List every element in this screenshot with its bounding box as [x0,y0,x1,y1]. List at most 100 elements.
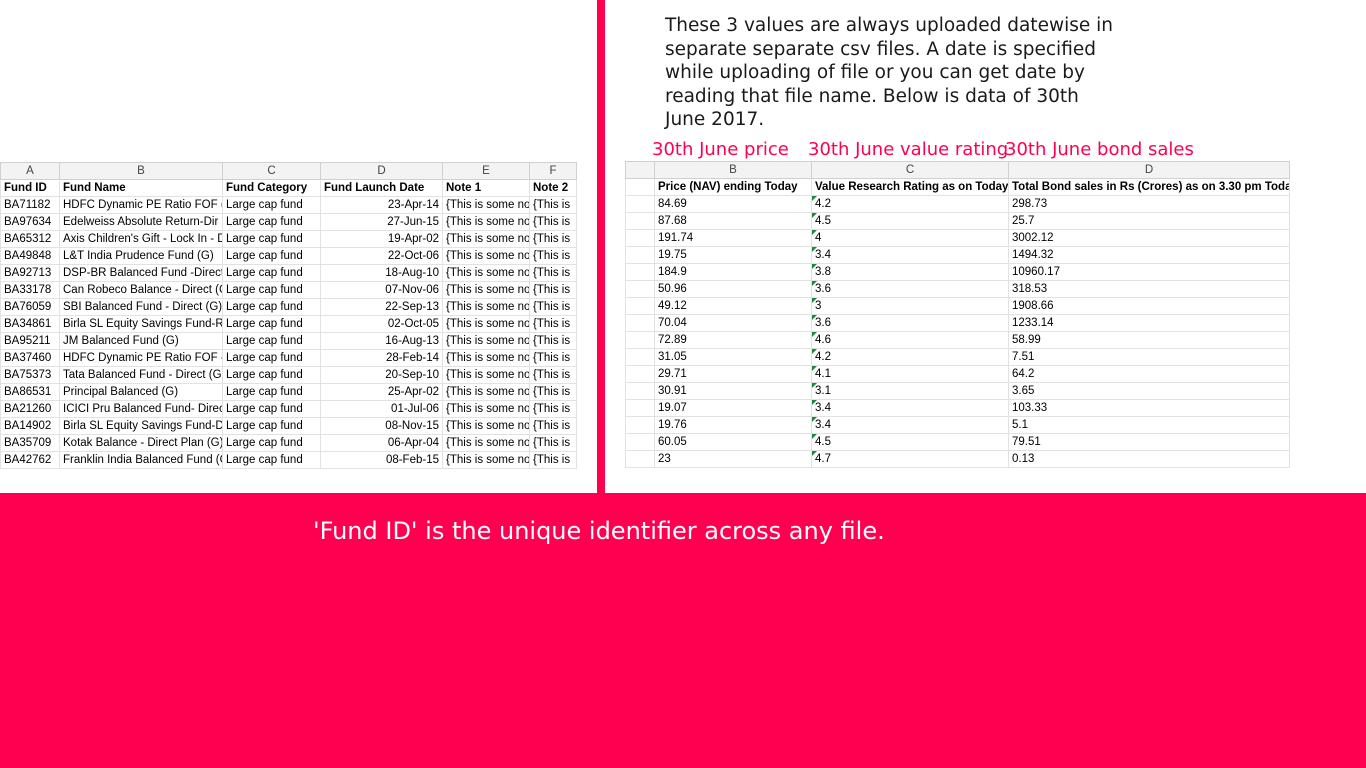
bond-sales-cell[interactable]: 3002.12 [1008,229,1290,247]
fund-name-cell[interactable]: L&T India Prudence Fund (G) [59,247,223,265]
rating-cell[interactable]: 4.2 [811,348,1009,366]
note-2-cell[interactable]: {This is [529,315,577,333]
price-cell[interactable]: 30.91 [654,382,812,400]
launch-date-cell[interactable]: 25-Apr-02 [320,383,443,401]
price-cell[interactable]: 184.9 [654,263,812,281]
fund-category-header[interactable]: Fund Category [222,179,321,197]
note-2-cell[interactable]: {This is [529,247,577,265]
launch-date-cell[interactable]: 22-Oct-06 [320,247,443,265]
note-2-cell[interactable]: {This is [529,400,577,418]
fund-name-cell[interactable]: Can Robeco Balance - Direct (G [59,281,223,299]
column-letter[interactable]: F [529,162,577,180]
note-2-cell[interactable]: {This is [529,196,577,214]
rating-cell[interactable]: 3.8 [811,263,1009,281]
column-letter[interactable]: E [442,162,530,180]
fund-category-cell[interactable]: Large cap fund [222,264,321,282]
fund-name-cell[interactable]: Principal Balanced (G) [59,383,223,401]
fund-id-cell[interactable]: BA49848 [0,247,60,265]
note-2-cell[interactable]: {This is [529,434,577,452]
fund-name-cell[interactable]: DSP-BR Balanced Fund -Direct [59,264,223,282]
fund-id-cell[interactable]: BA33178 [0,281,60,299]
note-2-header[interactable]: Note 2 [529,179,577,197]
fund-name-cell[interactable]: Birla SL Equity Savings Fund-Re [59,315,223,333]
price-cell[interactable]: 23 [654,450,812,468]
bond-sales-cell[interactable]: 298.73 [1008,195,1290,213]
rating-cell[interactable]: 4.7 [811,450,1009,468]
column-letter[interactable]: D [320,162,443,180]
note-1-cell[interactable]: {This is some no [442,196,530,214]
launch-date-cell[interactable]: 06-Apr-04 [320,434,443,452]
bond-sales-cell[interactable]: 7.51 [1008,348,1290,366]
bond-sales-cell[interactable]: 25.7 [1008,212,1290,230]
fund-category-cell[interactable]: Large cap fund [222,434,321,452]
fund-name-cell[interactable]: Franklin India Balanced Fund (G [59,451,223,469]
note-1-cell[interactable]: {This is some no [442,349,530,367]
bond-sales-cell[interactable]: 5.1 [1008,416,1290,434]
note-2-cell[interactable]: {This is [529,417,577,435]
rating-cell[interactable]: 4.2 [811,195,1009,213]
fund-category-cell[interactable]: Large cap fund [222,230,321,248]
rating-cell[interactable]: 4.5 [811,212,1009,230]
fund-name-cell[interactable]: HDFC Dynamic PE Ratio FOF (G [59,196,223,214]
bond-sales-cell[interactable]: 1908.66 [1008,297,1290,315]
fund-name-header[interactable]: Fund Name [59,179,223,197]
note-1-cell[interactable]: {This is some no [442,417,530,435]
column-letter[interactable]: C [222,162,321,180]
fund-category-cell[interactable]: Large cap fund [222,281,321,299]
launch-date-cell[interactable]: 08-Feb-15 [320,451,443,469]
note-1-cell[interactable]: {This is some no [442,298,530,316]
bond-sales-cell[interactable]: 0.13 [1008,450,1290,468]
rating-cell[interactable]: 3.4 [811,246,1009,264]
fund-category-cell[interactable]: Large cap fund [222,196,321,214]
fund-category-cell[interactable]: Large cap fund [222,383,321,401]
column-letter[interactable]: B [59,162,223,180]
fund-category-cell[interactable]: Large cap fund [222,349,321,367]
rating-cell[interactable]: 3.4 [811,399,1009,417]
note-1-cell[interactable]: {This is some no [442,213,530,231]
note-1-cell[interactable]: {This is some no [442,247,530,265]
rating-header[interactable]: Value Research Rating as on Today [811,178,1009,196]
fund-name-cell[interactable]: Kotak Balance - Direct Plan (G) [59,434,223,452]
rating-cell[interactable]: 3.6 [811,280,1009,298]
note-2-cell[interactable]: {This is [529,298,577,316]
fund-id-cell[interactable]: BA76059 [0,298,60,316]
price-cell[interactable]: 50.96 [654,280,812,298]
rating-cell[interactable]: 3.6 [811,314,1009,332]
fund-name-cell[interactable]: Edelweiss Absolute Return-Dir [59,213,223,231]
note-1-cell[interactable]: {This is some no [442,451,530,469]
rating-cell[interactable]: 4.5 [811,433,1009,451]
bond-sales-cell[interactable]: 1494.32 [1008,246,1290,264]
fund-id-cell[interactable]: BA86531 [0,383,60,401]
note-2-cell[interactable]: {This is [529,332,577,350]
note-2-cell[interactable]: {This is [529,213,577,231]
fund-category-cell[interactable]: Large cap fund [222,417,321,435]
price-cell[interactable]: 19.76 [654,416,812,434]
column-letter[interactable]: C [811,161,1009,179]
bond-sales-cell[interactable]: 3.65 [1008,382,1290,400]
rating-cell[interactable]: 4.1 [811,365,1009,383]
bond-sales-cell[interactable]: 318.53 [1008,280,1290,298]
launch-date-cell[interactable]: 01-Jul-06 [320,400,443,418]
fund-name-cell[interactable]: SBI Balanced Fund - Direct (G) [59,298,223,316]
note-2-cell[interactable]: {This is [529,264,577,282]
rating-cell[interactable]: 3 [811,297,1009,315]
fund-id-cell[interactable]: BA75373 [0,366,60,384]
fund-id-cell[interactable]: BA14902 [0,417,60,435]
note-1-cell[interactable]: {This is some no [442,332,530,350]
fund-category-cell[interactable]: Large cap fund [222,366,321,384]
price-cell[interactable]: 19.75 [654,246,812,264]
fund-id-cell[interactable]: BA37460 [0,349,60,367]
fund-name-cell[interactable]: Axis Children's Gift - Lock In - D [59,230,223,248]
fund-category-cell[interactable]: Large cap fund [222,332,321,350]
launch-date-cell[interactable]: 07-Nov-06 [320,281,443,299]
fund-id-cell[interactable]: BA21260 [0,400,60,418]
bond-sales-cell[interactable]: 103.33 [1008,399,1290,417]
fund-id-cell[interactable]: BA65312 [0,230,60,248]
note-1-cell[interactable]: {This is some no [442,383,530,401]
fund-category-cell[interactable]: Large cap fund [222,247,321,265]
fund-name-cell[interactable]: ICICI Pru Balanced Fund- Direc [59,400,223,418]
column-letter[interactable]: B [654,161,812,179]
note-2-cell[interactable]: {This is [529,230,577,248]
launch-date-cell[interactable]: 19-Apr-02 [320,230,443,248]
note-2-cell[interactable]: {This is [529,383,577,401]
